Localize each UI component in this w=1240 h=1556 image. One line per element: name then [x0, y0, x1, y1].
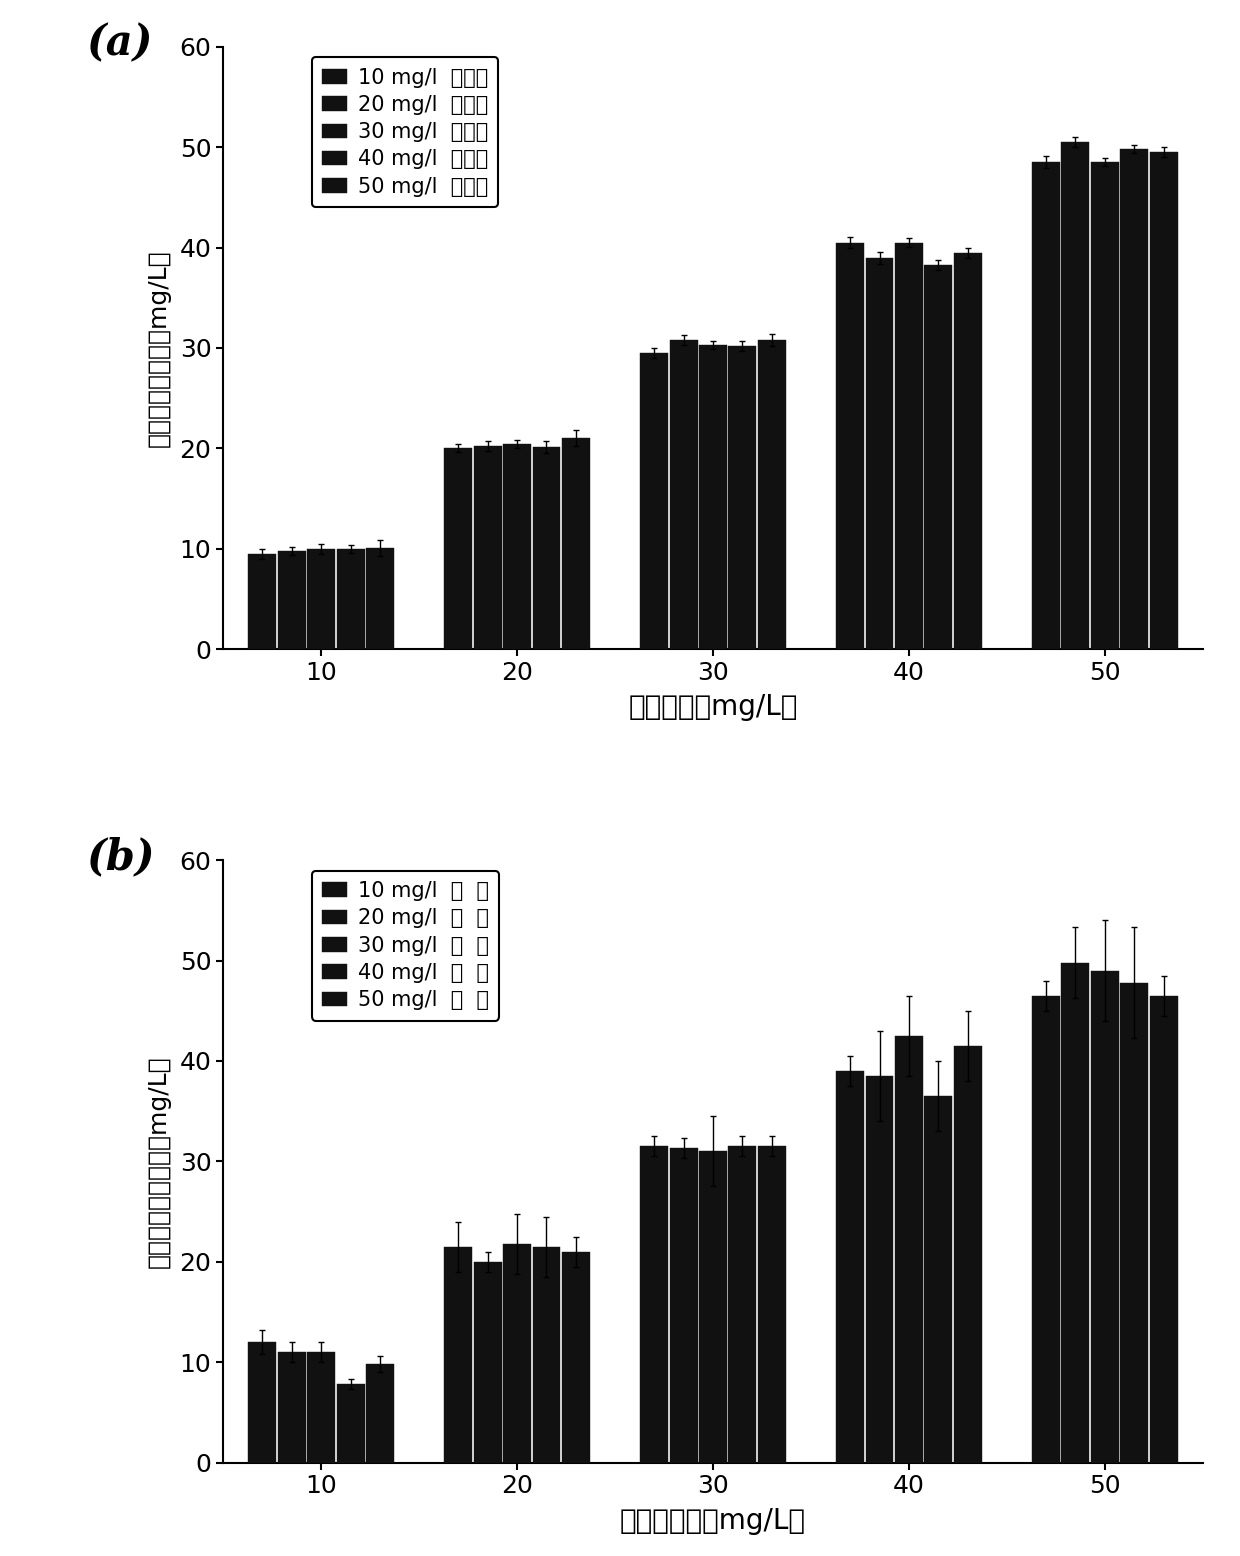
Bar — [562, 439, 590, 649]
Bar — [366, 1365, 394, 1463]
Bar — [1091, 971, 1118, 1463]
Bar — [1149, 996, 1178, 1463]
Bar — [640, 1147, 668, 1463]
Bar — [1032, 162, 1060, 649]
Bar — [308, 549, 335, 649]
Bar — [758, 339, 786, 649]
Bar — [278, 551, 306, 649]
Bar — [366, 548, 394, 649]
Bar — [1032, 996, 1060, 1463]
Y-axis label: 果糖浓度测量值（mg/L）: 果糖浓度测量值（mg/L） — [148, 249, 171, 447]
Bar — [1149, 152, 1178, 649]
Bar — [336, 1385, 365, 1463]
Y-axis label: 葡萄糖浓度测量值（mg/L）: 葡萄糖浓度测量值（mg/L） — [148, 1055, 171, 1268]
Bar — [336, 549, 365, 649]
Bar — [1120, 983, 1148, 1463]
Bar — [728, 1147, 756, 1463]
Bar — [836, 1071, 864, 1463]
Bar — [728, 345, 756, 649]
Bar — [562, 1251, 590, 1463]
Bar — [895, 243, 923, 649]
Text: (b): (b) — [86, 836, 155, 878]
Bar — [699, 1151, 727, 1463]
Bar — [532, 448, 560, 649]
Bar — [474, 447, 502, 649]
Bar — [640, 353, 668, 649]
Bar — [474, 1262, 502, 1463]
X-axis label: 葡萄糖浓度（mg/L）: 葡萄糖浓度（mg/L） — [620, 1506, 806, 1534]
Bar — [444, 448, 472, 649]
X-axis label: 果糖浓度（mg/L）: 果糖浓度（mg/L） — [629, 694, 797, 722]
Bar — [954, 1046, 982, 1463]
Bar — [670, 339, 698, 649]
Bar — [895, 1036, 923, 1463]
Bar — [444, 1246, 472, 1463]
Bar — [308, 1352, 335, 1463]
Bar — [532, 1246, 560, 1463]
Legend: 10 mg/l  葡萄糖, 20 mg/l  葡萄糖, 30 mg/l  葡萄糖, 40 mg/l  葡萄糖, 50 mg/l  葡萄糖: 10 mg/l 葡萄糖, 20 mg/l 葡萄糖, 30 mg/l 葡萄糖, 4… — [312, 58, 498, 207]
Bar — [866, 1077, 894, 1463]
Bar — [278, 1352, 306, 1463]
Bar — [670, 1148, 698, 1463]
Bar — [954, 252, 982, 649]
Bar — [924, 1095, 952, 1463]
Text: (a): (a) — [86, 23, 153, 65]
Bar — [699, 345, 727, 649]
Bar — [1120, 149, 1148, 649]
Bar — [248, 1343, 277, 1463]
Legend: 10 mg/l  果  糖, 20 mg/l  果  糖, 30 mg/l  果  糖, 40 mg/l  果  糖, 50 mg/l  果  糖: 10 mg/l 果 糖, 20 mg/l 果 糖, 30 mg/l 果 糖, 4… — [312, 870, 500, 1021]
Bar — [866, 258, 894, 649]
Bar — [924, 265, 952, 649]
Bar — [1091, 162, 1118, 649]
Bar — [836, 243, 864, 649]
Bar — [503, 1243, 531, 1463]
Bar — [248, 554, 277, 649]
Bar — [1061, 963, 1090, 1463]
Bar — [503, 445, 531, 649]
Bar — [1061, 142, 1090, 649]
Bar — [758, 1147, 786, 1463]
